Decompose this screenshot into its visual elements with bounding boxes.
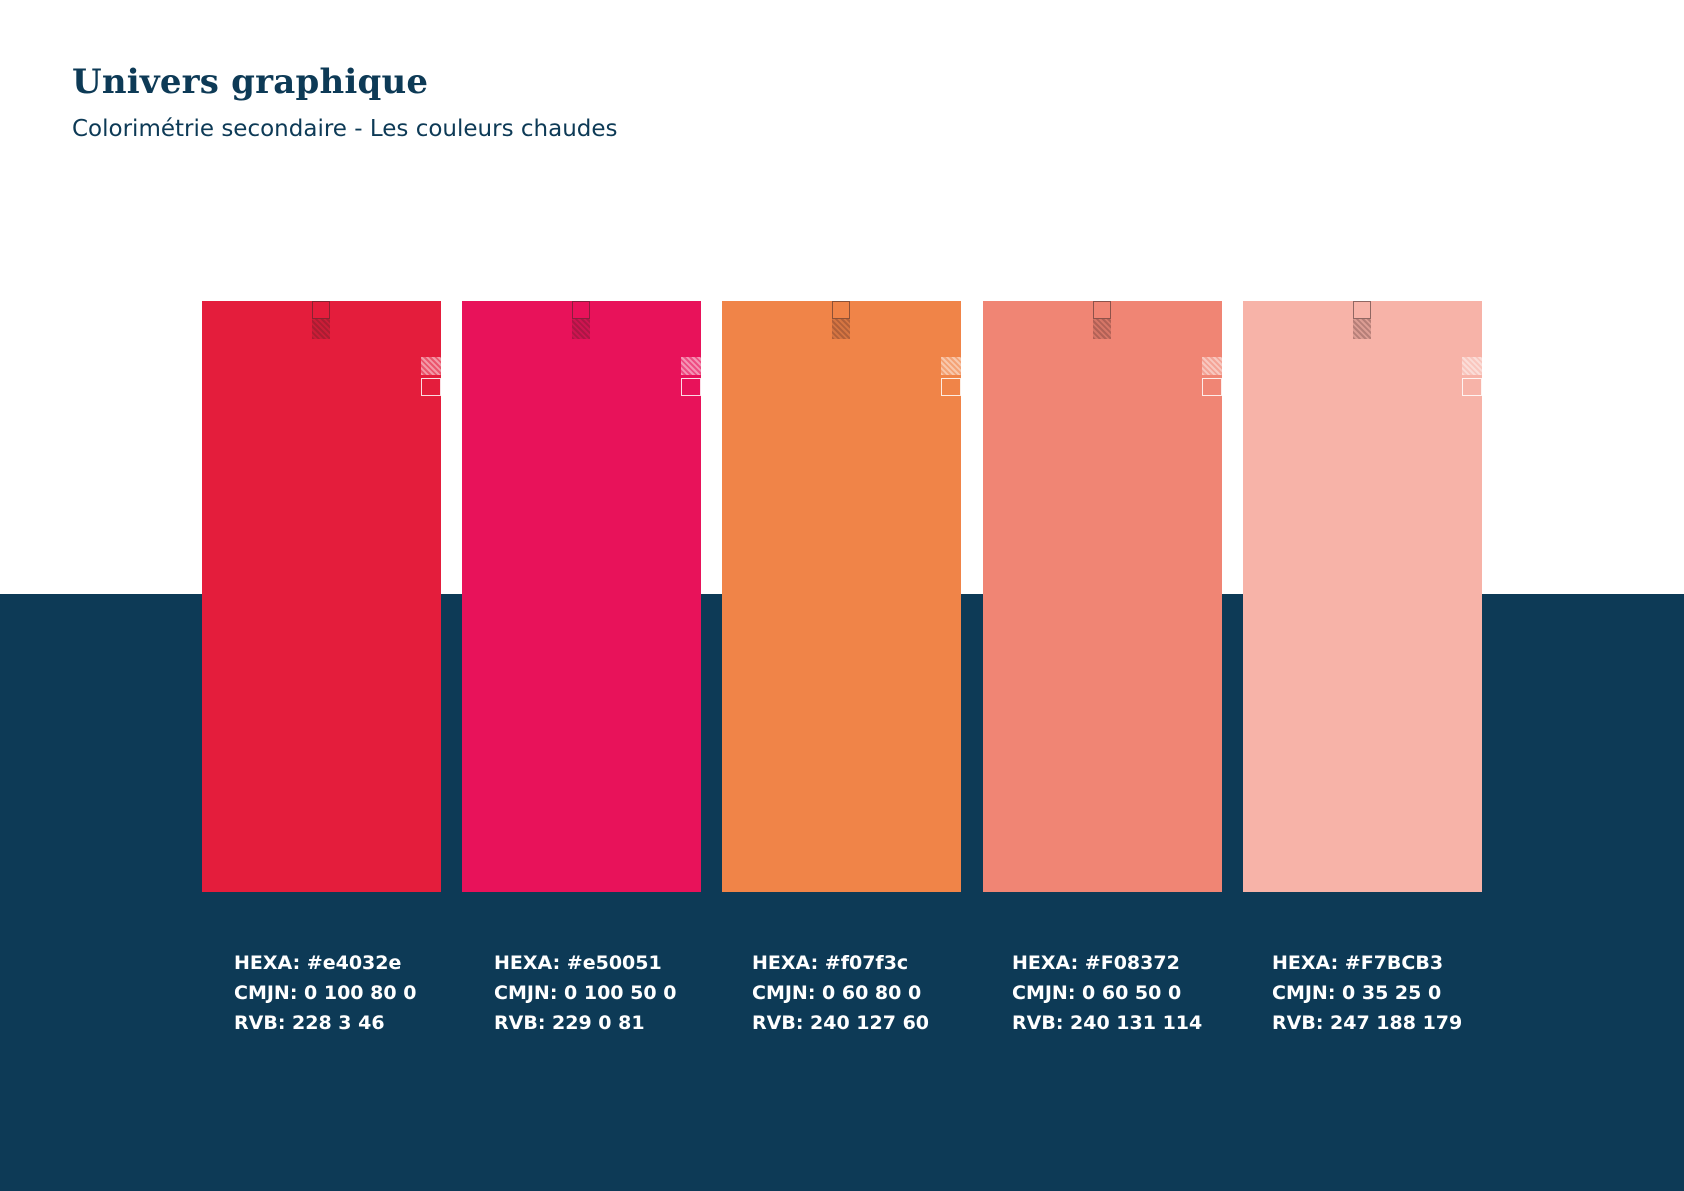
registration-shade-icon [832, 319, 850, 339]
color-info-4: HEXA: #F08372 CMJN: 0 60 50 0 RVB: 240 1… [1012, 948, 1202, 1038]
rvb-value: RVB: 240 127 60 [752, 1012, 930, 1034]
registration-mark-icon [681, 378, 701, 396]
page-subtitle: Colorimétrie secondaire - Les couleurs c… [72, 116, 618, 142]
color-swatch-3 [722, 301, 961, 892]
hexa-value: HEXA: #e50051 [494, 952, 662, 974]
color-info-5: HEXA: #F7BCB3 CMJN: 0 35 25 0 RVB: 247 1… [1272, 948, 1462, 1038]
registration-mark-icon [1462, 378, 1482, 396]
registration-mark-icon [941, 378, 961, 396]
registration-mark-icon [312, 301, 330, 319]
cmjn-value: CMJN: 0 60 80 0 [752, 982, 922, 1004]
registration-mark-icon [1202, 378, 1222, 396]
color-swatch-4 [983, 301, 1222, 892]
hexa-value: HEXA: #F7BCB3 [1272, 952, 1444, 974]
registration-mark-icon [832, 301, 850, 319]
hexa-value: HEXA: #e4032e [234, 952, 402, 974]
rvb-value: RVB: 247 188 179 [1272, 1012, 1463, 1034]
registration-shade-icon [1462, 357, 1482, 375]
hexa-value: HEXA: #F08372 [1012, 952, 1180, 974]
registration-shade-icon [1353, 319, 1371, 339]
color-info-1: HEXA: #e4032e CMJN: 0 100 80 0 RVB: 228 … [234, 948, 416, 1038]
color-info-3: HEXA: #f07f3c CMJN: 0 60 80 0 RVB: 240 1… [752, 948, 929, 1038]
cmjn-value: CMJN: 0 60 50 0 [1012, 982, 1182, 1004]
registration-shade-icon [1202, 357, 1222, 375]
registration-mark-icon [1093, 301, 1111, 319]
cmjn-value: CMJN: 0 100 50 0 [494, 982, 677, 1004]
registration-shade-icon [681, 357, 701, 375]
hexa-value: HEXA: #f07f3c [752, 952, 909, 974]
color-swatch-5 [1243, 301, 1482, 892]
cmjn-value: CMJN: 0 35 25 0 [1272, 982, 1442, 1004]
color-swatch-2 [462, 301, 701, 892]
rvb-value: RVB: 228 3 46 [234, 1012, 385, 1034]
registration-mark-icon [421, 378, 441, 396]
color-info-2: HEXA: #e50051 CMJN: 0 100 50 0 RVB: 229 … [494, 948, 676, 1038]
page-title: Univers graphique [72, 62, 429, 102]
registration-shade-icon [572, 319, 590, 339]
registration-shade-icon [312, 319, 330, 339]
registration-shade-icon [421, 357, 441, 375]
registration-mark-icon [1353, 301, 1371, 319]
rvb-value: RVB: 240 131 114 [1012, 1012, 1203, 1034]
color-swatch-1 [202, 301, 441, 892]
registration-shade-icon [941, 357, 961, 375]
registration-mark-icon [572, 301, 590, 319]
cmjn-value: CMJN: 0 100 80 0 [234, 982, 417, 1004]
registration-shade-icon [1093, 319, 1111, 339]
rvb-value: RVB: 229 0 81 [494, 1012, 645, 1034]
